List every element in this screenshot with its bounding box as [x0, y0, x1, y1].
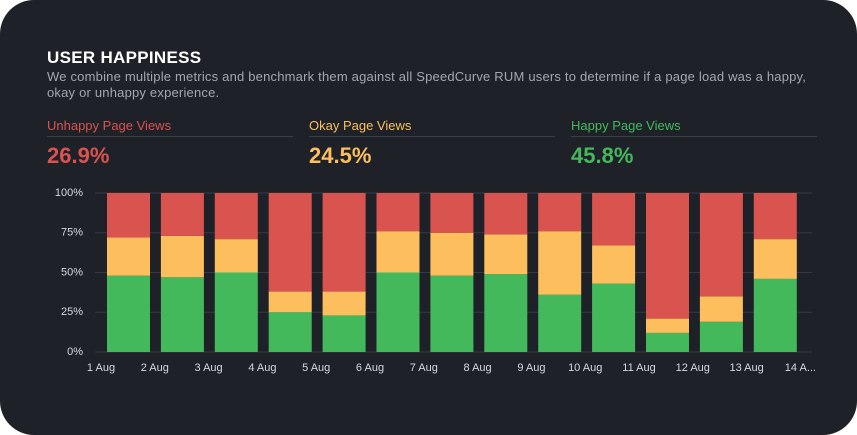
bar-segment	[376, 272, 420, 352]
bar-segment	[430, 275, 474, 352]
subtitle: We combine multiple metrics and benchmar…	[47, 69, 807, 100]
bar-segment	[160, 277, 204, 352]
x-tick-label: 11 Aug	[622, 362, 655, 374]
bar-segment	[268, 312, 312, 352]
x-tick-label: 6 Aug	[356, 362, 384, 374]
x-tick-label: 13 Aug	[729, 362, 763, 374]
bar-segment	[753, 278, 797, 352]
stat-value: 45.8%	[571, 143, 634, 168]
stat: Unhappy Page Views 26.9%	[47, 118, 293, 169]
stat-label: Unhappy Page Views	[47, 118, 293, 137]
bar-segment	[160, 193, 204, 236]
bar-segment	[699, 296, 743, 322]
bar-segment	[322, 291, 366, 316]
bar-segment	[376, 193, 420, 232]
bar-segment	[592, 283, 636, 352]
bar-segment	[484, 274, 528, 352]
y-tick-label: 75%	[61, 227, 83, 239]
bar-segment	[376, 231, 420, 273]
bar-segment	[646, 193, 689, 319]
x-tick-label: 14 A...	[785, 362, 816, 374]
bar-segment	[538, 231, 582, 295]
x-tick-label: 4 Aug	[248, 362, 276, 374]
bar-segment	[214, 239, 258, 273]
stat-value: 26.9%	[47, 143, 110, 168]
x-tick-label: 1 Aug	[87, 362, 115, 374]
y-tick-label: 25%	[61, 306, 83, 318]
bar-segment	[107, 237, 150, 276]
bar-segment	[646, 332, 689, 352]
title: USER HAPPINESS	[47, 48, 202, 67]
bar-segment	[646, 318, 689, 333]
stat: Okay Page Views 24.5%	[309, 118, 555, 169]
x-tick-label: 3 Aug	[195, 362, 223, 374]
bar-segment	[268, 291, 312, 313]
stat-label: Happy Page Views	[571, 118, 817, 137]
bar-segment	[699, 321, 743, 352]
stat-label: Okay Page Views	[309, 118, 555, 137]
bar-segment	[268, 193, 312, 292]
x-tick-label: 10 Aug	[568, 362, 602, 374]
stat-value: 24.5%	[309, 143, 372, 168]
bar-segment	[322, 315, 366, 352]
stat: Happy Page Views 45.8%	[571, 118, 817, 169]
bar-segment	[538, 193, 582, 232]
bar-segment	[753, 193, 797, 240]
x-tick-label: 9 Aug	[517, 362, 545, 374]
x-tick-label: 8 Aug	[464, 362, 492, 374]
bar-segment	[592, 193, 636, 246]
x-tick-label: 2 Aug	[141, 362, 169, 374]
bar-segment	[430, 232, 474, 276]
bar-segment	[107, 275, 150, 352]
y-tick-label: 50%	[61, 266, 83, 278]
bar-segment	[592, 245, 636, 284]
bar-segment	[484, 234, 528, 275]
bar-segment	[322, 193, 366, 292]
bar-segment	[430, 193, 474, 233]
x-tick-label: 7 Aug	[410, 362, 438, 374]
y-tick-label: 0%	[67, 346, 83, 358]
bar-segment	[160, 235, 204, 278]
y-tick-label: 100%	[55, 187, 83, 199]
x-tick-label: 5 Aug	[302, 362, 330, 374]
bar-segment	[214, 193, 258, 240]
x-tick-label: 12 Aug	[676, 362, 710, 374]
bar-segment	[753, 239, 797, 279]
bar-segment	[484, 193, 528, 235]
bar-segment	[538, 294, 582, 352]
bar-segment	[107, 193, 150, 238]
bar-segment	[699, 193, 743, 297]
bar-segment	[214, 272, 258, 352]
